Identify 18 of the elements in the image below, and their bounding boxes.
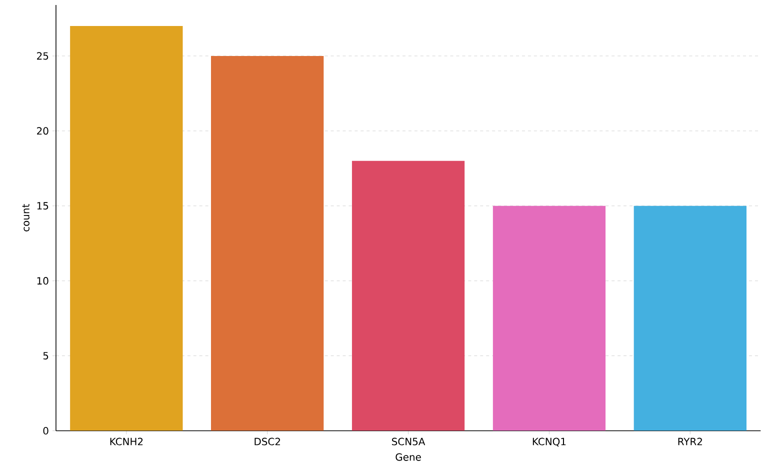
x-axis-title: Gene bbox=[396, 453, 421, 461]
bar bbox=[634, 206, 747, 431]
y-tick-label: 20 bbox=[37, 127, 48, 135]
y-tick-label: 10 bbox=[37, 277, 48, 285]
x-tick-label: RYR2 bbox=[678, 438, 702, 446]
bar bbox=[70, 26, 183, 431]
y-axis-title: count bbox=[22, 204, 30, 232]
x-tick-label: DSC2 bbox=[254, 438, 280, 446]
bar bbox=[210, 56, 324, 431]
x-tick-label: SCN5A bbox=[392, 438, 426, 446]
y-tick-label: 0 bbox=[43, 427, 48, 435]
x-tick-label: KCNH2 bbox=[110, 438, 143, 446]
y-tick-label: 5 bbox=[43, 352, 48, 360]
x-tick-label: KCNQ1 bbox=[532, 438, 566, 447]
bar bbox=[492, 206, 606, 431]
y-tick-label: 15 bbox=[37, 202, 48, 210]
bar bbox=[352, 161, 465, 431]
y-tick-label: 25 bbox=[37, 52, 48, 60]
